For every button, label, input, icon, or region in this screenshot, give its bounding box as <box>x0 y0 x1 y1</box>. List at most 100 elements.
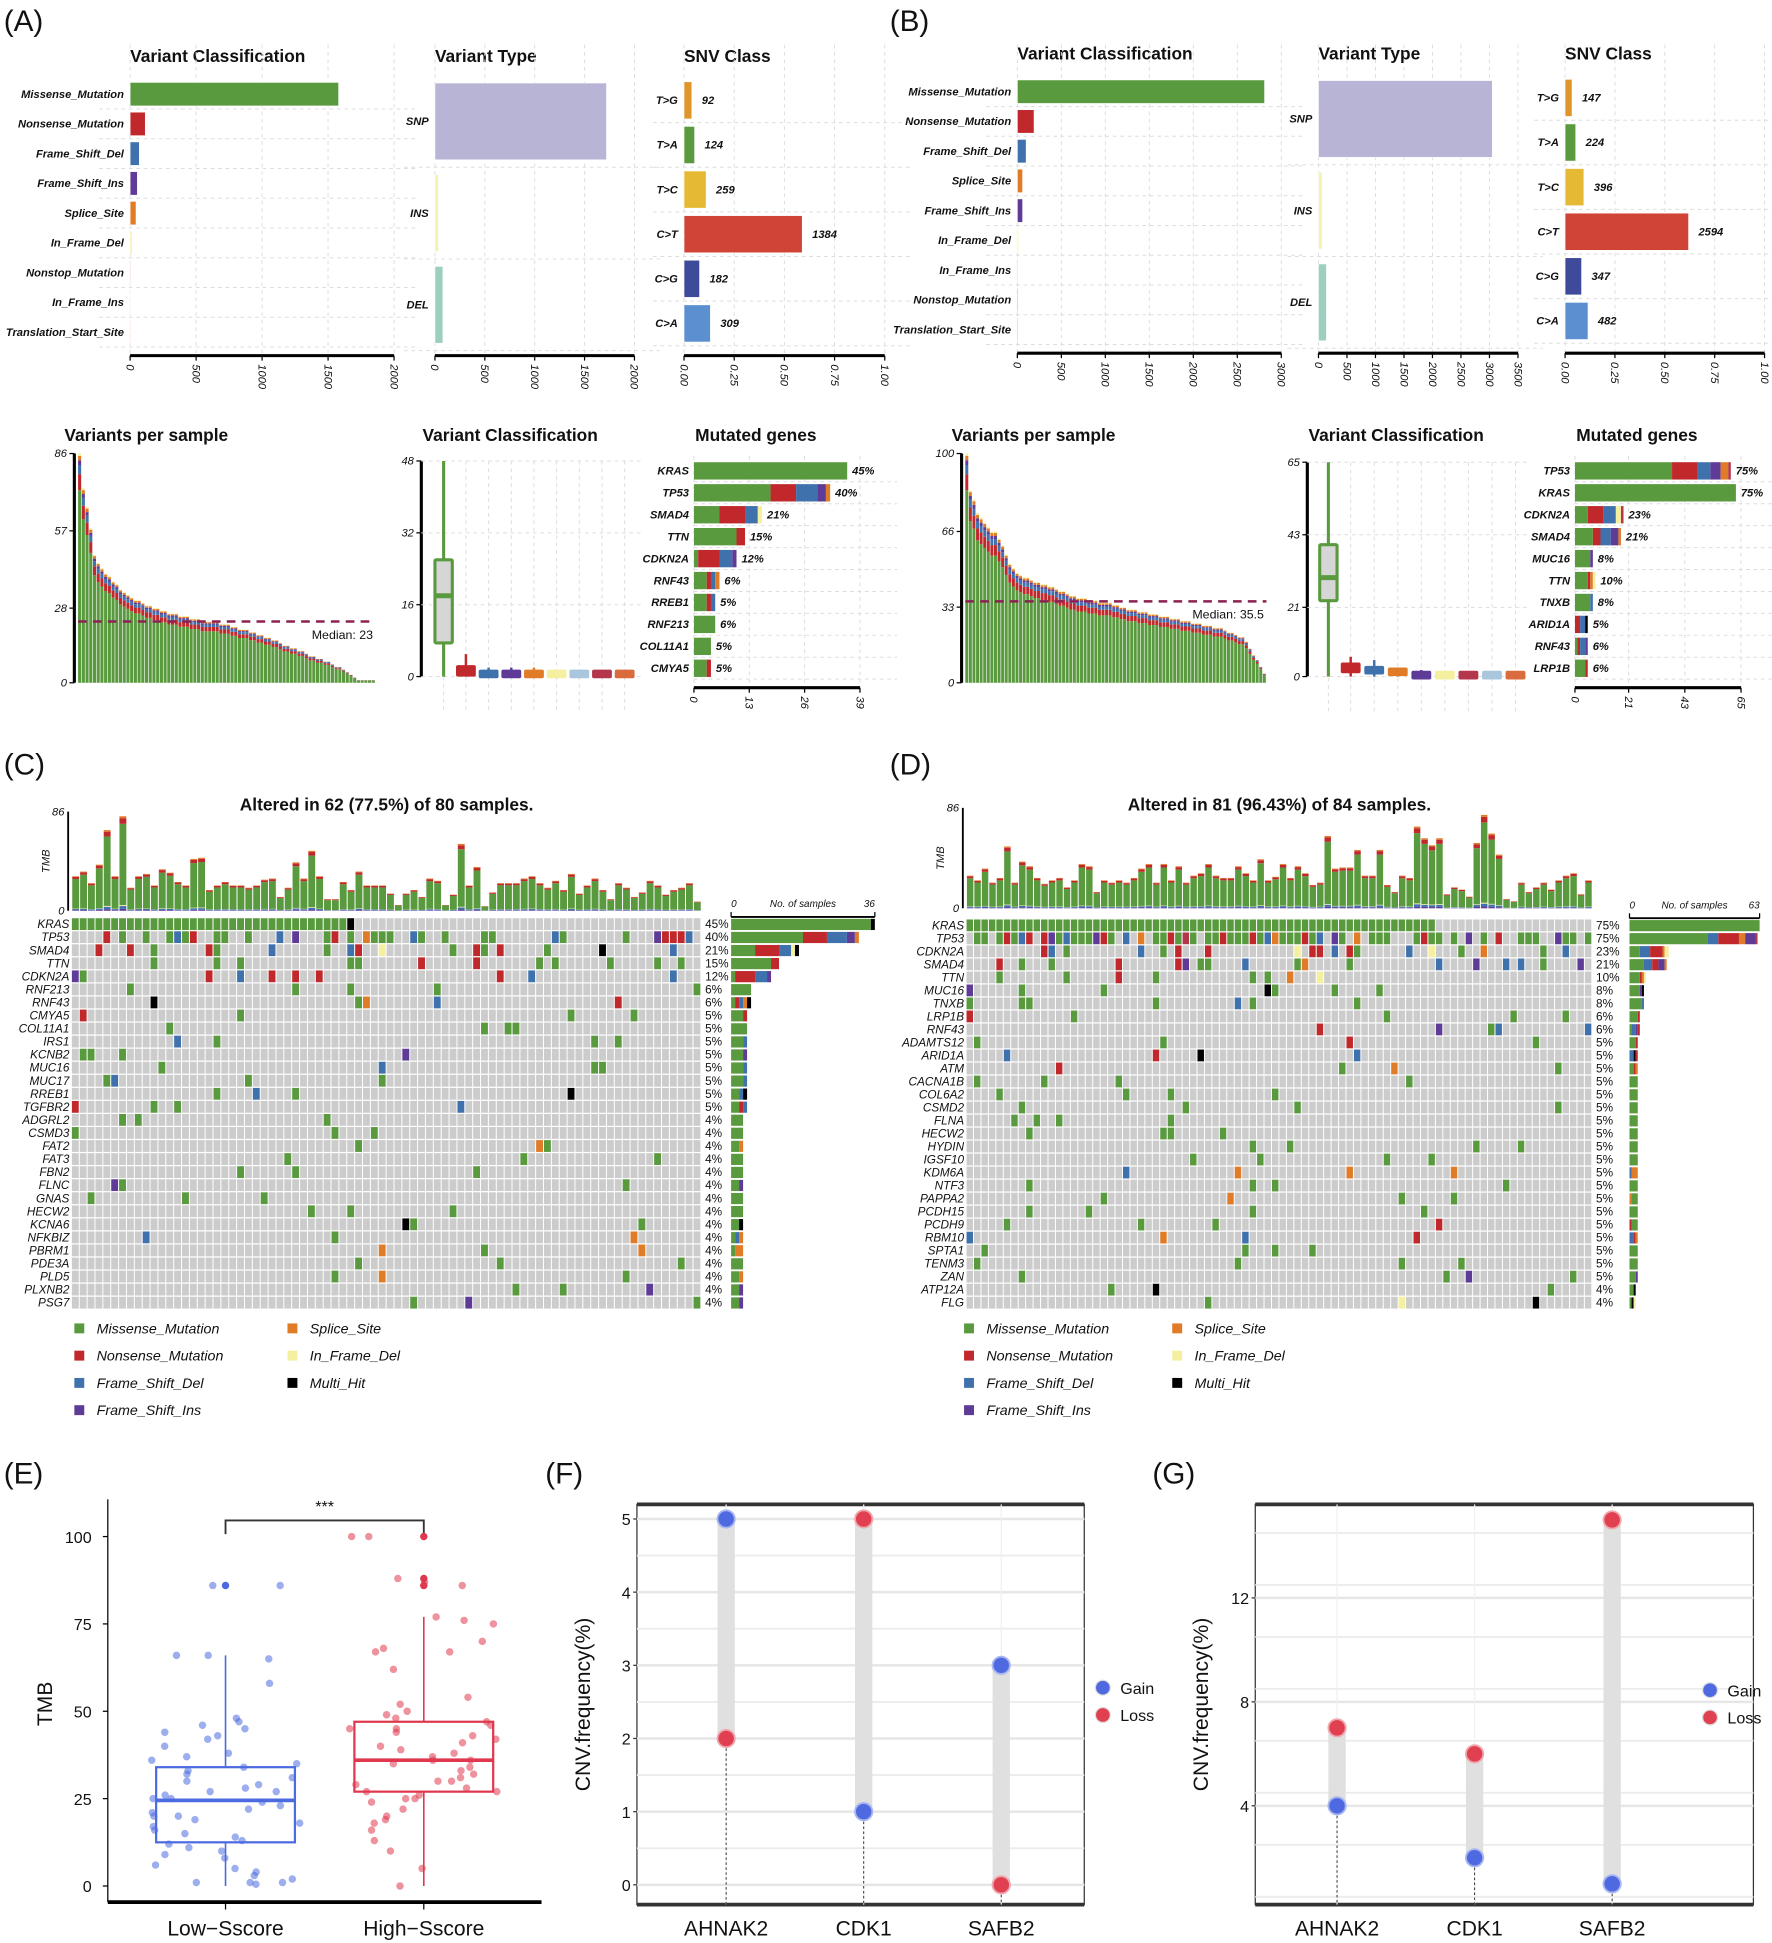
empty-cell <box>205 1022 213 1035</box>
empty-cell <box>386 1296 394 1309</box>
tmb-bar-segment <box>1466 896 1473 898</box>
sample-bar-segment <box>219 627 223 630</box>
empty-cell <box>300 1061 307 1074</box>
empty-cell <box>244 1257 252 1270</box>
sample-bar-segment <box>1123 607 1126 610</box>
category-label: INS <box>1294 205 1313 217</box>
empty-cell <box>244 1100 252 1113</box>
empty-cell <box>71 1296 79 1309</box>
sample-bar-segment <box>1119 619 1123 683</box>
sample-bar-segment <box>1004 555 1008 559</box>
empty-cell <box>252 1166 260 1179</box>
tmb-bar-segment <box>182 885 190 888</box>
empty-cell <box>363 1127 370 1139</box>
sample-bar-segment <box>1108 609 1112 616</box>
gene-bar-segment <box>1585 615 1588 634</box>
tmb-bar-segment <box>1212 876 1220 879</box>
sample-bar-segment <box>171 615 175 617</box>
tmb-bar-segment <box>966 875 974 877</box>
sample-bar-segment <box>219 633 223 683</box>
empty-cell <box>213 1153 221 1165</box>
tmb-bar-segment <box>143 910 150 911</box>
empty-cell <box>559 1061 567 1074</box>
side-bar-segment <box>731 1284 740 1296</box>
tmb-bar-segment <box>434 881 442 884</box>
empty-cell <box>496 931 504 944</box>
empty-cell <box>213 1231 221 1244</box>
empty-cell <box>465 1231 473 1244</box>
empty-cell <box>182 1257 189 1270</box>
tmb-bar-segment <box>316 909 324 911</box>
empty-cell <box>693 1231 701 1244</box>
empty-cell <box>599 1140 606 1152</box>
empty-cell <box>410 1179 418 1192</box>
tmb-bar-segment <box>1033 878 1041 881</box>
empty-cell <box>205 1061 213 1074</box>
tmb-bar-segment <box>198 909 206 911</box>
percent-label: 15% <box>705 957 729 970</box>
tmb-bar-segment <box>1473 906 1480 909</box>
sample-bar-segment <box>1015 578 1019 583</box>
sample-bar-segment <box>1133 616 1137 622</box>
tmb-bar-segment <box>670 909 678 911</box>
empty-cell <box>347 1283 355 1296</box>
mutation-cell <box>410 931 418 944</box>
empty-cell <box>347 1296 355 1309</box>
empty-cell <box>229 1114 237 1126</box>
empty-cell <box>488 1296 496 1309</box>
percent-label: 4% <box>705 1218 723 1231</box>
empty-cell <box>599 1270 606 1283</box>
empty-cell <box>646 996 654 1009</box>
tmb-bar-segment <box>1354 849 1361 852</box>
empty-cell <box>654 1061 662 1074</box>
empty-cell <box>111 1100 119 1113</box>
empty-cell <box>237 1127 244 1139</box>
empty-cell <box>111 1061 119 1074</box>
tmb-bar-segment <box>182 887 190 910</box>
empty-cell <box>71 1231 79 1244</box>
tmb-bar-segment <box>300 909 308 911</box>
empty-cell <box>103 1087 111 1100</box>
empty-cell <box>134 1244 142 1257</box>
empty-cell <box>339 1100 347 1113</box>
tmb-bar-segment <box>402 894 410 910</box>
tmb-bar-segment <box>1197 873 1205 874</box>
empty-cell <box>307 1270 315 1283</box>
tmb-bar-segment <box>308 852 316 856</box>
sample-bar-segment <box>178 622 182 627</box>
tmb-bar-segment <box>1339 907 1346 909</box>
empty-cell <box>182 1205 189 1218</box>
sample-bar-segment <box>1148 616 1152 618</box>
tmb-bar-segment <box>497 910 505 911</box>
sample-bar-segment <box>1083 597 1087 599</box>
empty-cell <box>363 918 370 931</box>
empty-cell <box>441 1257 449 1270</box>
side-bar-segment <box>854 931 859 944</box>
tmb-bar-segment <box>237 909 245 911</box>
empty-cell <box>229 1061 237 1074</box>
tmb-bar-segment <box>237 885 245 888</box>
tick-label: 2000 <box>1187 361 1199 388</box>
sample-bar-segment <box>1069 598 1073 601</box>
bar <box>1017 79 1265 104</box>
empty-cell <box>520 1048 528 1061</box>
tmb-bar-segment <box>253 885 261 888</box>
tmb-bar-segment <box>1108 907 1115 908</box>
empty-cell <box>244 1179 252 1192</box>
sample-bar-segment <box>252 632 256 634</box>
tmb-bar-segment <box>410 890 418 892</box>
sample-bar-segment <box>1108 615 1112 683</box>
empty-cell <box>276 1061 284 1074</box>
empty-cell <box>370 1009 378 1022</box>
tmb-bar-segment <box>996 880 1004 907</box>
empty-cell <box>669 1192 677 1205</box>
empty-cell <box>551 1218 559 1231</box>
tmb-bar-segment <box>1071 882 1078 907</box>
empty-cell <box>315 1192 323 1205</box>
empty-cell <box>355 1153 363 1165</box>
category-label: Frame_Shift_Ins <box>924 205 1011 217</box>
tmb-bar-segment <box>1004 851 1011 905</box>
empty-cell <box>520 1114 528 1126</box>
sample-bar-segment <box>1162 618 1166 620</box>
